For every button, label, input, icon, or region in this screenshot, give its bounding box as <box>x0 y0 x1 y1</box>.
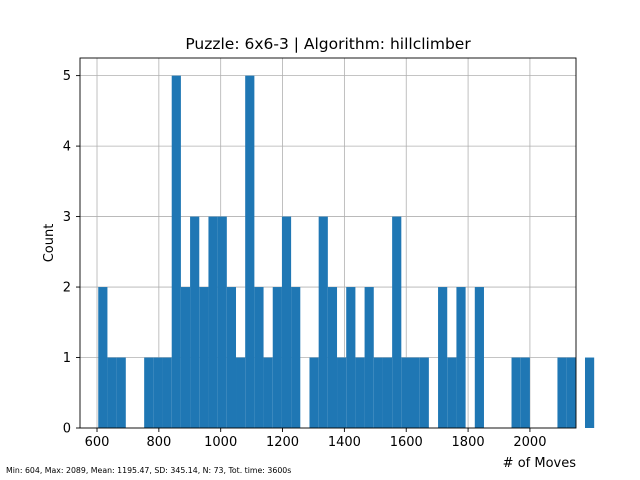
histogram-bar <box>144 357 154 428</box>
axes-frame <box>79 57 577 429</box>
x-axis-label: # of Moves <box>503 456 577 471</box>
histogram-bar <box>584 357 595 428</box>
histogram-bar <box>281 216 292 428</box>
histogram-bar <box>217 216 227 428</box>
histogram-bar <box>318 216 328 428</box>
histogram-bar <box>162 357 172 428</box>
stats-footnote: Min: 604, Max: 2089, Mean: 1195.47, SD: … <box>6 466 292 475</box>
y-tick-label: 2 <box>63 281 71 296</box>
histogram-bar <box>180 287 191 428</box>
histogram-bar <box>116 357 126 428</box>
histogram-bar <box>438 287 448 428</box>
histogram-bar <box>373 357 383 428</box>
histogram-bar <box>309 357 319 428</box>
histogram-bar <box>511 357 521 428</box>
histogram-bar <box>263 357 273 428</box>
histogram-bar <box>226 287 237 428</box>
histogram-bar <box>190 216 200 428</box>
y-tick-label: 3 <box>63 210 71 225</box>
histogram-bar <box>566 357 576 428</box>
y-tick-label: 1 <box>63 351 71 366</box>
histogram-bar <box>327 287 338 428</box>
histogram-bar <box>236 357 246 428</box>
histogram-bar <box>208 216 218 428</box>
histogram-bar <box>382 357 393 428</box>
histogram-bar <box>337 357 347 428</box>
y-axis-ticks: 0 1 2 3 4 5 <box>63 69 80 437</box>
x-tick-label: 800 <box>146 435 171 450</box>
x-tick-label: 1400 <box>328 435 361 450</box>
histogram-bar <box>520 357 530 428</box>
histogram-bar <box>153 357 163 428</box>
chart-title: Puzzle: 6x6-3 | Algorithm: hillclimber <box>185 35 471 53</box>
histogram-bar <box>410 357 420 428</box>
histogram-bar <box>456 287 466 428</box>
y-tick-label: 0 <box>63 422 71 437</box>
histogram-bar <box>346 287 356 428</box>
histogram-bar <box>254 287 264 428</box>
histogram-bar <box>364 287 374 428</box>
histogram-bar <box>171 75 181 428</box>
histogram-bar <box>98 287 108 428</box>
histogram-bar <box>355 357 365 428</box>
x-tick-label: 1200 <box>266 435 299 450</box>
histogram-bar <box>447 357 457 428</box>
histogram-bar <box>245 75 255 428</box>
x-tick-label: 1800 <box>452 435 485 450</box>
histogram-bar <box>107 357 117 428</box>
histogram-bar <box>401 357 411 428</box>
x-tick-label: 1600 <box>390 435 423 450</box>
y-tick-label: 4 <box>63 140 71 155</box>
histogram-bar <box>272 287 282 428</box>
x-tick-label: 1000 <box>204 435 237 450</box>
y-axis-label: Count <box>42 224 57 263</box>
x-tick-label: 600 <box>85 435 110 450</box>
y-tick-label: 5 <box>63 69 71 84</box>
histogram-bar <box>291 287 301 428</box>
histogram-bar <box>419 357 429 428</box>
histogram-bars <box>98 75 595 428</box>
histogram-bar <box>199 287 209 428</box>
histogram-bar <box>557 357 567 428</box>
x-axis-ticks: 600 800 1000 1200 1400 1600 1800 2000 <box>85 428 546 450</box>
x-tick-label: 2000 <box>513 435 546 450</box>
plot-frame <box>79 57 577 429</box>
histogram-bar <box>474 287 484 428</box>
histogram-bar <box>392 216 402 428</box>
